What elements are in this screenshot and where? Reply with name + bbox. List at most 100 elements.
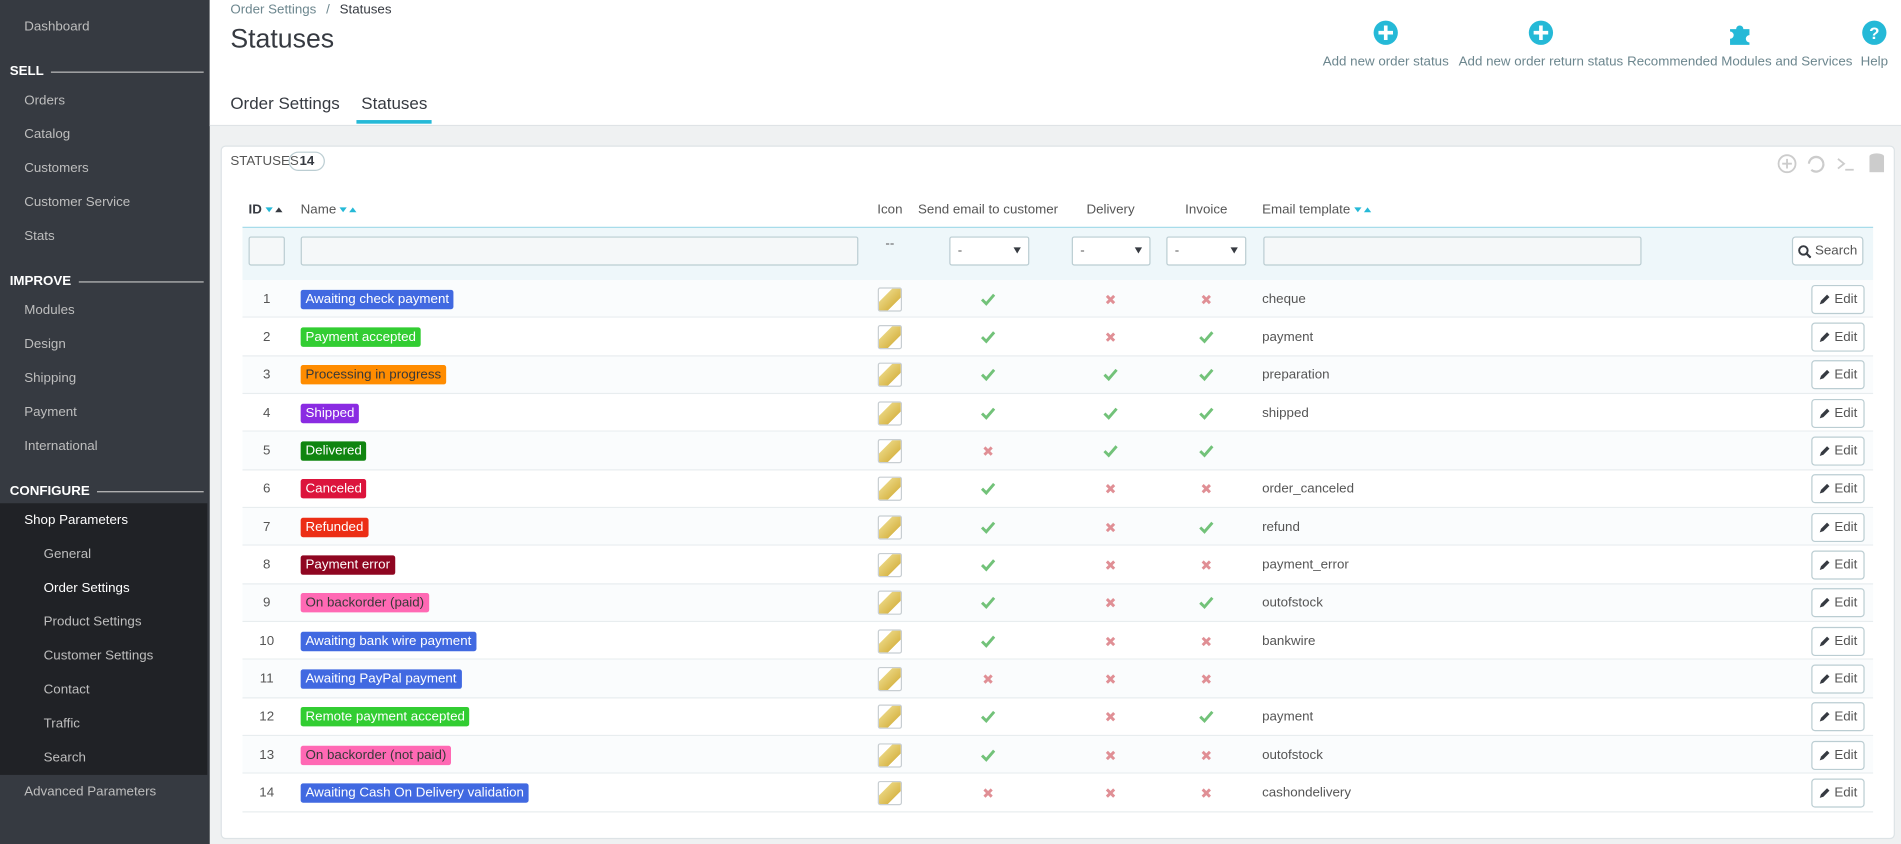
column-header: Send email to customer: [918, 202, 1059, 218]
nav-section: SELL: [9, 64, 44, 79]
pencil-icon: [1819, 446, 1830, 456]
nav-item[interactable]: Catalog: [24, 127, 71, 142]
toolbar-icon[interactable]: ?: [1861, 19, 1888, 46]
nav-item[interactable]: International: [24, 438, 98, 454]
pencil-icon: [1819, 408, 1830, 418]
status-icon: [877, 666, 903, 692]
nav-item[interactable]: Shop Parameters: [24, 512, 129, 528]
panel-count: 14: [288, 151, 326, 171]
nav-subitem[interactable]: General: [43, 546, 92, 562]
tool-db-body: [1869, 156, 1885, 173]
edit-button[interactable]: Edit: [1811, 740, 1865, 770]
filter-input[interactable]: [1263, 236, 1642, 266]
pencil-icon: [1819, 788, 1830, 798]
status-badge: Canceled: [300, 479, 367, 499]
nav-item[interactable]: Orders: [24, 93, 66, 108]
tool-add[interactable]: [1777, 154, 1797, 174]
edit-button[interactable]: Edit: [1811, 322, 1865, 352]
check-icon: [980, 483, 996, 496]
nav-item[interactable]: Modules: [24, 303, 75, 318]
tool-sql[interactable]: [1837, 158, 1854, 171]
sort-arrows[interactable]: [339, 205, 358, 216]
email-template: bankwire: [1262, 633, 1316, 649]
check-icon: [1199, 369, 1214, 382]
toolbar-icon[interactable]: [1528, 19, 1555, 46]
edit-label: Edit: [1834, 367, 1858, 383]
panel-tools: [1777, 153, 1885, 174]
nav-section-rule: [78, 281, 204, 283]
search-button[interactable]: Search: [1791, 236, 1864, 266]
filter-input[interactable]: [300, 236, 859, 266]
edit-button[interactable]: Edit: [1811, 588, 1865, 618]
nav-item[interactable]: Dashboard: [24, 19, 90, 34]
nav-subitem[interactable]: Contact: [43, 682, 90, 698]
tab[interactable]: Statuses: [361, 93, 428, 113]
toolbar-button[interactable]: Help: [1860, 54, 1889, 70]
toolbar-icon[interactable]: [1726, 19, 1753, 46]
select-value: -: [957, 243, 963, 259]
check-icon: [980, 749, 996, 762]
toolbar-button[interactable]: Add new order status: [1322, 54, 1449, 70]
sort-arrows[interactable]: [1354, 205, 1373, 216]
toolbar-icon[interactable]: [1372, 19, 1399, 46]
nav-item[interactable]: Customer Service: [24, 195, 131, 210]
filter-select[interactable]: -: [1071, 236, 1151, 266]
edit-button[interactable]: Edit: [1811, 360, 1865, 390]
nav-item[interactable]: Payment: [24, 405, 77, 420]
edit-label: Edit: [1834, 785, 1858, 801]
cross-icon: [1201, 560, 1211, 570]
cross-icon: [1105, 484, 1116, 494]
check-icon: [1103, 445, 1118, 458]
status-icon: [877, 742, 903, 768]
nav-subitem[interactable]: Customer Settings: [43, 648, 154, 664]
edit-button[interactable]: Edit: [1811, 550, 1865, 580]
check-icon: [980, 597, 996, 610]
tool-add-plus: [1782, 158, 1792, 169]
filter-select[interactable]: -: [1166, 236, 1247, 266]
toolbar-button[interactable]: Add new order return status: [1458, 54, 1624, 70]
filter-input[interactable]: [248, 236, 285, 266]
edit-button[interactable]: Edit: [1811, 284, 1865, 314]
email-template: payment: [1262, 329, 1314, 345]
email-template: preparation: [1262, 367, 1330, 383]
nav-item[interactable]: Design: [24, 337, 66, 352]
edit-label: Edit: [1834, 709, 1858, 725]
edit-button[interactable]: Edit: [1811, 702, 1865, 732]
edit-button[interactable]: Edit: [1811, 398, 1865, 428]
nav-item[interactable]: Stats: [24, 229, 55, 244]
edit-button[interactable]: Edit: [1811, 626, 1865, 656]
filter-select[interactable]: -: [949, 236, 1030, 266]
pencil-icon: [1819, 636, 1830, 646]
check-icon: [980, 407, 996, 420]
nav-item[interactable]: Shipping: [24, 371, 77, 386]
nav-subitem[interactable]: Traffic: [43, 716, 80, 732]
pencil-icon: [1819, 484, 1830, 494]
tab[interactable]: Order Settings: [230, 93, 340, 113]
status-badge: Delivered: [300, 441, 367, 461]
edit-button[interactable]: Edit: [1811, 512, 1865, 542]
edit-button[interactable]: Edit: [1811, 474, 1865, 504]
nav-subitem[interactable]: Search: [43, 750, 86, 766]
status-badge: Remote payment accepted: [300, 707, 470, 727]
breadcrumb-link[interactable]: Order Settings: [230, 2, 317, 17]
edit-button[interactable]: Edit: [1811, 436, 1865, 466]
tab-underline: [356, 120, 432, 124]
nav-subitem[interactable]: Product Settings: [43, 614, 142, 630]
table-row: [242, 622, 1874, 661]
toolbar-button[interactable]: Recommended Modules and Services: [1627, 54, 1853, 70]
cross-icon: [1201, 294, 1211, 304]
table-row: [242, 432, 1874, 471]
tool-refresh[interactable]: [1807, 155, 1825, 173]
check-icon: [980, 293, 996, 306]
nav-item[interactable]: Customers: [24, 161, 89, 176]
nav-item[interactable]: Advanced Parameters: [24, 784, 157, 800]
nav-subitem[interactable]: Order Settings: [43, 580, 130, 596]
edit-button[interactable]: Edit: [1811, 664, 1865, 694]
status-badge: Processing in progress: [300, 365, 447, 385]
sort-arrows[interactable]: [265, 205, 285, 216]
status-badge: Payment error: [300, 555, 395, 575]
edit-button[interactable]: Edit: [1811, 778, 1865, 808]
edit-label: Edit: [1834, 671, 1858, 687]
